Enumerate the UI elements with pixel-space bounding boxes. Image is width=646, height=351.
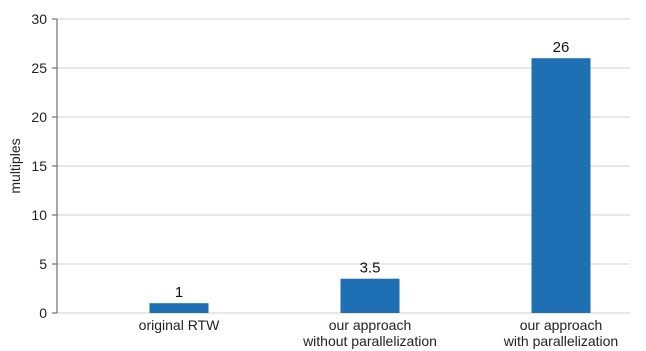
category-label: original RTW (139, 317, 220, 333)
bar (531, 58, 591, 314)
y-tick-label: 25 (31, 60, 47, 76)
y-tick-label: 15 (31, 158, 47, 174)
grid-lines (57, 18, 630, 314)
y-tick-label: 5 (39, 256, 47, 272)
y-tick-label: 30 (31, 11, 47, 27)
category-label: with parallelization (503, 333, 618, 349)
y-axis-label: multiples (7, 138, 23, 193)
data-label: 1 (175, 284, 183, 301)
bar (340, 278, 400, 313)
y-tick-label: 10 (31, 207, 47, 223)
data-label: 3.5 (360, 260, 381, 277)
bar (149, 303, 209, 313)
data-label: 26 (553, 39, 570, 56)
bars (149, 58, 591, 314)
category-label: without parallelization (302, 333, 437, 349)
y-tick-label: 20 (31, 109, 47, 125)
y-tick-label: 0 (39, 305, 47, 321)
data-labels: 1 3.5 26 (175, 39, 570, 301)
category-label: our approach (520, 317, 603, 333)
category-label: our approach (329, 317, 412, 333)
y-axis-ticks: 0 5 10 15 20 25 30 (31, 11, 57, 321)
